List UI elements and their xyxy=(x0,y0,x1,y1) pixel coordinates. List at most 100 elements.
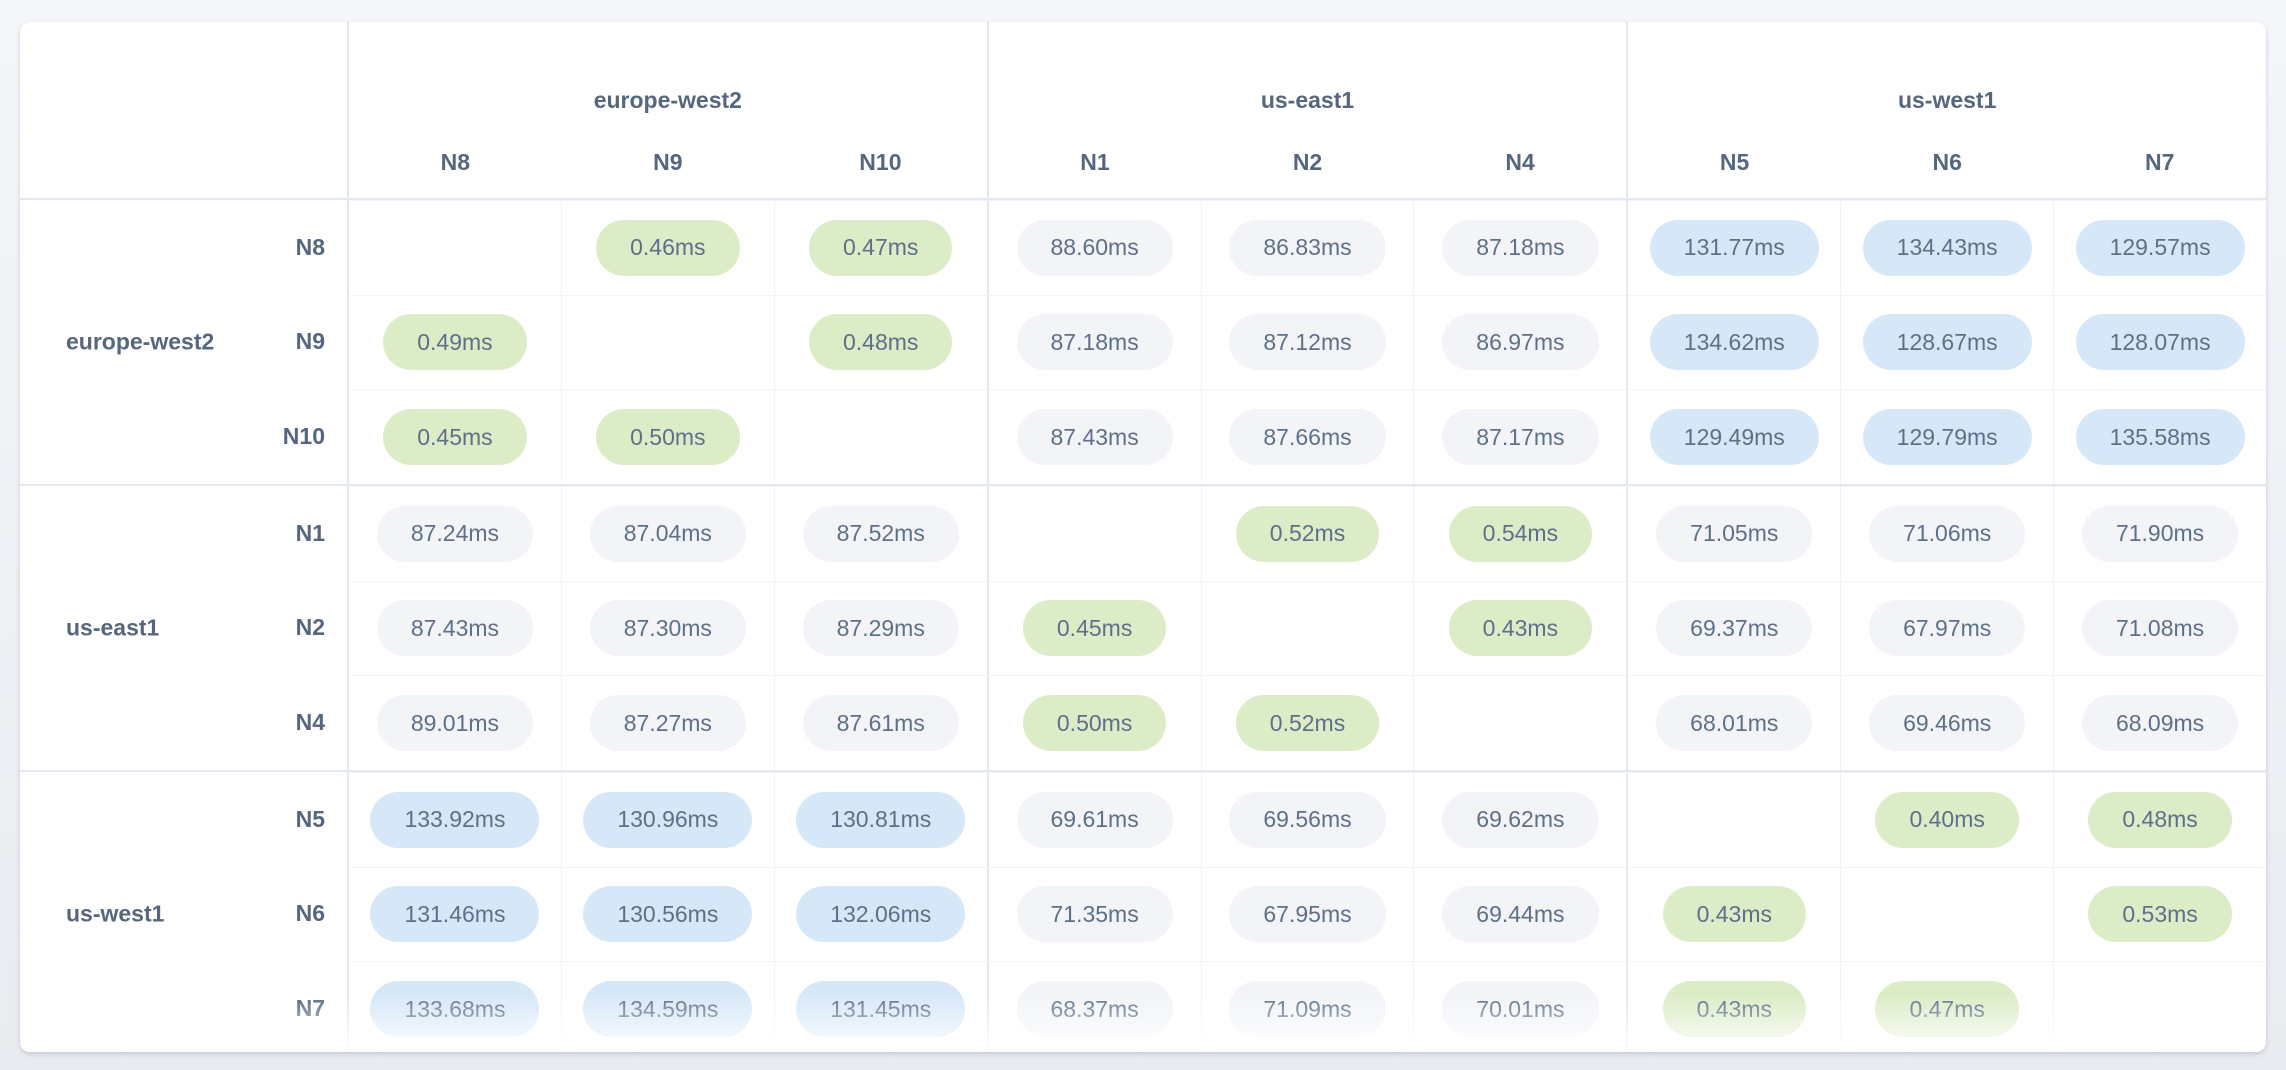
latency-value-pill[interactable]: 0.45ms xyxy=(1022,600,1167,657)
latency-value-pill[interactable]: 88.60ms xyxy=(1016,219,1173,276)
latency-cell: 0.43ms xyxy=(1626,961,1841,1052)
latency-value-pill[interactable]: 71.90ms xyxy=(2081,505,2239,562)
column-node-label[interactable]: N6 xyxy=(1932,149,1962,176)
latency-value-pill[interactable]: 129.49ms xyxy=(1649,409,1819,466)
latency-value-pill[interactable]: 87.52ms xyxy=(802,505,959,562)
latency-value-pill[interactable]: 71.35ms xyxy=(1016,886,1173,943)
latency-value-pill[interactable]: 134.43ms xyxy=(1862,219,2032,276)
latency-value-pill[interactable]: 128.67ms xyxy=(1862,314,2032,371)
latency-value-pill[interactable]: 0.48ms xyxy=(809,314,953,371)
latency-value-pill[interactable]: 129.79ms xyxy=(1862,409,2032,466)
latency-value-pill[interactable]: 87.43ms xyxy=(1016,409,1173,466)
latency-value-pill[interactable]: 0.45ms xyxy=(383,409,527,466)
column-node-label[interactable]: N4 xyxy=(1505,149,1535,176)
row-node-label[interactable]: N8 xyxy=(295,233,325,260)
latency-value-pill[interactable]: 69.56ms xyxy=(1229,791,1386,848)
latency-value-pill[interactable]: 131.46ms xyxy=(370,886,540,943)
column-node-label[interactable]: N2 xyxy=(1292,149,1323,176)
latency-value-pill[interactable]: 0.50ms xyxy=(596,409,740,466)
latency-value-pill[interactable]: 71.09ms xyxy=(1229,981,1386,1038)
latency-cell: 0.43ms xyxy=(1626,866,1841,962)
latency-value-pill[interactable]: 69.46ms xyxy=(1869,695,2026,752)
latency-value-pill[interactable]: 87.18ms xyxy=(1016,314,1173,371)
latency-value-pill[interactable]: 0.48ms xyxy=(2088,791,2232,848)
column-node-label[interactable]: N8 xyxy=(440,149,470,176)
latency-cell: 129.79ms xyxy=(1840,389,2054,484)
latency-value-pill[interactable]: 69.62ms xyxy=(1442,791,1599,848)
column-node-label[interactable]: N7 xyxy=(2145,149,2175,176)
latency-value-pill[interactable]: 87.30ms xyxy=(589,600,746,657)
latency-value-pill[interactable]: 68.09ms xyxy=(2081,695,2239,752)
latency-value-pill[interactable]: 87.43ms xyxy=(376,600,534,657)
latency-value-pill[interactable]: 69.44ms xyxy=(1442,886,1599,943)
latency-value-pill[interactable]: 87.66ms xyxy=(1229,409,1386,466)
latency-value-pill[interactable]: 87.04ms xyxy=(589,505,746,562)
latency-value-pill[interactable]: 68.01ms xyxy=(1656,695,1813,752)
row-group-us-east1: us-east1 N1 87.24ms 87.04ms 87.52ms 0.52ms 0.5… xyxy=(20,483,2266,770)
latency-value-pill[interactable]: 133.92ms xyxy=(370,791,540,848)
latency-value-pill[interactable]: 0.47ms xyxy=(809,219,953,276)
column-node-label[interactable]: N9 xyxy=(653,149,683,176)
latency-value-pill[interactable]: 87.18ms xyxy=(1442,219,1599,276)
row-node-label[interactable]: N6 xyxy=(295,900,325,927)
latency-value-pill[interactable]: 86.83ms xyxy=(1229,219,1386,276)
column-node-label[interactable]: N5 xyxy=(1719,149,1750,176)
latency-value-pill[interactable]: 134.59ms xyxy=(583,981,753,1038)
latency-value-pill[interactable]: 134.62ms xyxy=(1649,314,1819,371)
latency-cell: 130.81ms xyxy=(773,771,987,867)
row-node-label[interactable]: N9 xyxy=(295,328,325,355)
latency-value-pill[interactable]: 87.24ms xyxy=(376,505,534,562)
latency-value-pill[interactable]: 130.56ms xyxy=(583,886,753,943)
latency-value-pill[interactable]: 71.05ms xyxy=(1656,505,1813,562)
latency-value-pill[interactable]: 67.97ms xyxy=(1869,600,2026,657)
column-node-label[interactable]: N10 xyxy=(859,149,902,176)
column-group-us-east1: us-east1 N1 N2 N4 xyxy=(986,22,1627,198)
latency-value-pill[interactable]: 135.58ms xyxy=(2075,409,2245,466)
latency-value-pill[interactable]: 133.68ms xyxy=(370,981,540,1038)
row-node-label[interactable]: N4 xyxy=(295,709,325,736)
latency-value-pill[interactable]: 0.52ms xyxy=(1235,505,1380,562)
latency-value-pill[interactable]: 0.50ms xyxy=(1022,695,1167,752)
latency-value-pill[interactable]: 71.06ms xyxy=(1869,505,2026,562)
latency-value-pill[interactable]: 128.07ms xyxy=(2075,314,2245,371)
latency-value-pill[interactable]: 0.52ms xyxy=(1235,695,1380,752)
latency-value-pill[interactable]: 0.43ms xyxy=(1448,600,1593,657)
latency-value-pill[interactable]: 71.08ms xyxy=(2081,600,2239,657)
latency-value-pill[interactable]: 0.43ms xyxy=(1662,886,1806,943)
latency-value-pill[interactable]: 130.81ms xyxy=(796,791,966,848)
latency-value-pill[interactable]: 67.95ms xyxy=(1229,886,1386,943)
latency-cell: 67.95ms xyxy=(1200,866,1414,962)
column-node-label[interactable]: N1 xyxy=(1080,149,1110,176)
latency-value-pill[interactable]: 86.97ms xyxy=(1442,314,1599,371)
latency-value-pill[interactable]: 89.01ms xyxy=(376,695,534,752)
latency-value-pill[interactable]: 68.37ms xyxy=(1016,981,1173,1038)
latency-cell: 87.61ms xyxy=(773,675,987,770)
latency-value-pill[interactable]: 87.17ms xyxy=(1442,409,1599,466)
row-node-label[interactable]: N2 xyxy=(295,614,325,641)
latency-value-pill[interactable]: 0.43ms xyxy=(1662,981,1806,1038)
latency-value-pill[interactable]: 0.47ms xyxy=(1875,981,2019,1038)
latency-value-pill[interactable]: 0.54ms xyxy=(1448,505,1593,562)
latency-value-pill[interactable]: 87.61ms xyxy=(802,695,959,752)
row-node-label[interactable]: N5 xyxy=(295,805,325,832)
row-node-label[interactable]: N7 xyxy=(295,995,325,1022)
latency-value-pill[interactable]: 131.45ms xyxy=(796,981,966,1038)
latency-value-pill[interactable]: 131.77ms xyxy=(1649,219,1819,276)
column-group-europe-west2: europe-west2 N8 N9 N10 xyxy=(347,22,987,198)
latency-value-pill[interactable]: 130.96ms xyxy=(583,791,753,848)
latency-value-pill[interactable]: 132.06ms xyxy=(796,886,966,943)
latency-value-pill[interactable]: 0.49ms xyxy=(383,314,527,371)
latency-value-pill[interactable]: 69.37ms xyxy=(1656,600,1813,657)
latency-value-pill[interactable]: 0.53ms xyxy=(2088,886,2232,943)
latency-value-pill[interactable]: 87.27ms xyxy=(589,695,746,752)
latency-value-pill[interactable]: 87.12ms xyxy=(1229,314,1386,371)
row-node-label[interactable]: N10 xyxy=(282,423,325,450)
latency-value-pill[interactable]: 129.57ms xyxy=(2075,219,2245,276)
latency-value-pill[interactable]: 70.01ms xyxy=(1442,981,1599,1038)
row-node-label[interactable]: N1 xyxy=(295,519,325,546)
latency-value-pill[interactable]: 69.61ms xyxy=(1016,791,1173,848)
latency-value-pill[interactable]: 0.40ms xyxy=(1875,791,2019,848)
latency-cell: 71.35ms xyxy=(986,866,1201,962)
latency-value-pill[interactable]: 87.29ms xyxy=(802,600,959,657)
latency-value-pill[interactable]: 0.46ms xyxy=(596,219,740,276)
